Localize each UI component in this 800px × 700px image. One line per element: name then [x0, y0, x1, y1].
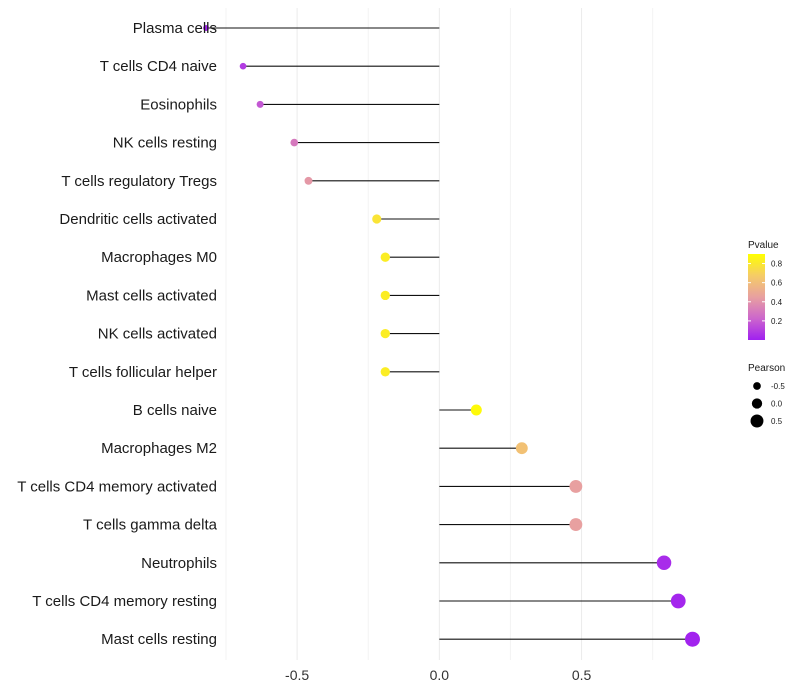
pvalue-legend-label: 0.8	[771, 260, 783, 269]
lollipop-dot	[380, 328, 390, 339]
category-label: T cells follicular helper	[69, 364, 217, 381]
pearson-legend-label: 0.0	[771, 400, 783, 409]
pearson-legend-dot	[750, 414, 764, 428]
category-label: T cells regulatory Tregs	[61, 173, 217, 190]
pearson-legend-title: Pearson	[748, 363, 785, 374]
lollipop-dot	[290, 138, 299, 147]
pvalue-colorbar	[748, 254, 765, 340]
pearson-legend-label: -0.5	[771, 382, 785, 391]
lollipop-stems	[206, 27, 693, 640]
lollipop-dot	[684, 631, 700, 647]
pvalue-legend-label: 0.2	[771, 317, 783, 326]
lollipop-dot	[656, 555, 672, 571]
category-label: Eosinophils	[140, 96, 217, 113]
lollipop-dot	[256, 100, 264, 108]
lollipop-dot	[569, 518, 583, 532]
pvalue-legend: Pvalue 0.8 0.6 0.4 0.2	[748, 240, 783, 340]
lollipop-dot	[470, 404, 482, 416]
category-label: Macrophages M2	[101, 440, 217, 457]
category-label: T cells CD4 memory activated	[17, 478, 217, 495]
lollipop-dot	[239, 62, 247, 70]
lollipop-dot	[372, 214, 382, 224]
category-label: Neutrophils	[141, 555, 217, 572]
category-label: Macrophages M0	[101, 249, 217, 266]
lollipop-dot	[515, 442, 528, 455]
lollipop-dot	[380, 252, 390, 262]
category-label: NK cells activated	[98, 326, 217, 343]
pvalue-legend-title: Pvalue	[748, 240, 779, 251]
lollipop-dot	[203, 25, 210, 31]
pvalue-legend-label: 0.4	[771, 298, 783, 307]
lollipop-dot	[569, 479, 583, 493]
pearson-legend-dot	[751, 398, 763, 409]
category-label: T cells CD4 naive	[100, 58, 217, 75]
x-tick-label: 0.5	[572, 667, 592, 683]
category-label: NK cells resting	[113, 135, 217, 152]
category-label: Plasma cells	[133, 20, 217, 37]
x-tick-label: -0.5	[285, 667, 309, 683]
pvalue-legend-label: 0.6	[771, 279, 783, 288]
lollipop-dot	[380, 367, 390, 377]
category-label: B cells naive	[133, 402, 217, 419]
lollipop-dot	[670, 593, 686, 609]
lollipop-dot	[380, 290, 390, 301]
pearson-legend: Pearson -0.5 0.0 0.5	[748, 363, 785, 428]
pearson-legend-label: 0.5	[771, 417, 783, 426]
category-label: Mast cells resting	[101, 631, 217, 648]
lollipop-dots	[203, 25, 700, 647]
x-tick-labels: -0.5 0.0 0.5	[285, 667, 591, 683]
pearson-legend-dot	[753, 382, 761, 390]
category-labels: Plasma cells T cells CD4 naive Eosinophils…	[17, 20, 217, 648]
lollipop-dot	[304, 176, 313, 185]
x-tick-label: 0.0	[430, 667, 450, 683]
category-label: Mast cells activated	[86, 287, 217, 304]
category-label: T cells CD4 memory resting	[32, 593, 217, 610]
category-label: Dendritic cells activated	[59, 211, 217, 228]
category-label: T cells gamma delta	[83, 517, 218, 534]
